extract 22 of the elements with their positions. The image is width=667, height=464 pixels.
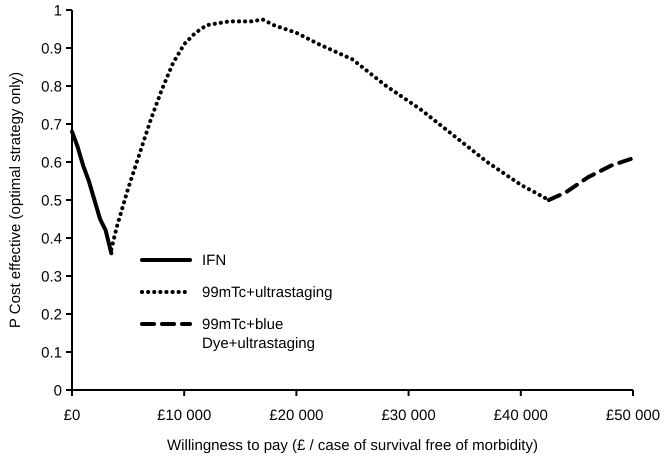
x-tick-label: £30 000 — [381, 407, 436, 424]
y-tick-label: 0.3 — [41, 268, 62, 286]
y-tick-label: 0.6 — [41, 154, 62, 172]
y-tick-label: 0.7 — [41, 116, 62, 134]
y-tick-label: 0.4 — [41, 230, 62, 248]
y-tick-label: 0.8 — [41, 78, 62, 96]
y-tick-label: 0.2 — [41, 306, 62, 324]
x-tick-label: £0 — [64, 407, 80, 424]
x-tick-label: £40 000 — [494, 407, 548, 424]
legend-label: 99mTc+ultrastaging — [202, 284, 332, 301]
x-tick-label: £50 000 — [606, 407, 660, 424]
y-tick-label: 0.9 — [41, 40, 62, 58]
y-tick-label: 0 — [54, 382, 62, 400]
y-axis-title: P Cost effective (optimal strategy only) — [7, 72, 24, 328]
legend-label: IFN — [202, 252, 226, 269]
y-tick-label: 0.5 — [41, 192, 62, 210]
y-tick-label: 1 — [54, 2, 62, 20]
y-tick-label: 0.1 — [41, 344, 62, 362]
x-tick-label: £10 000 — [157, 407, 212, 424]
legend-label: 99mTc+blue Dye+ultrastaging — [202, 316, 315, 352]
x-tick-label: £20 000 — [269, 407, 324, 424]
x-axis-title: Willingness to pay (£ / case of survival free of morbidity) — [167, 437, 538, 454]
